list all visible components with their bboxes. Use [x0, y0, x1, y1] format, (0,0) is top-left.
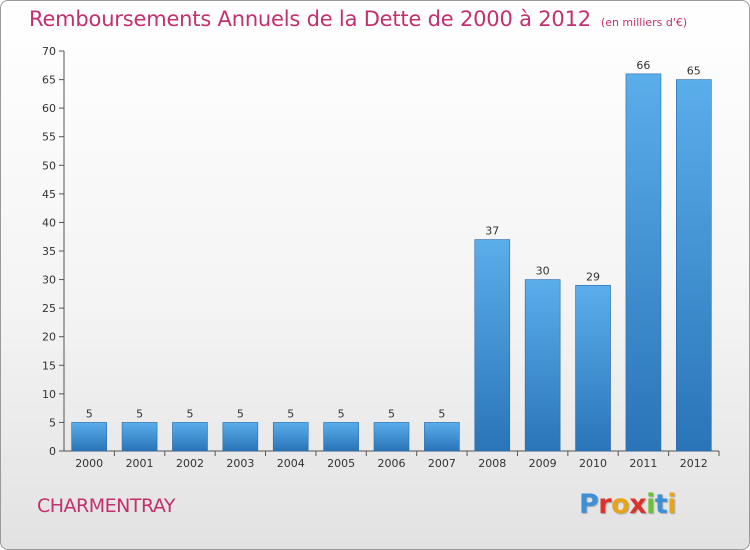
value-label: 5: [438, 407, 445, 420]
bar: [172, 422, 208, 452]
logo-letter: x: [629, 489, 647, 520]
value-label: 37: [485, 225, 499, 238]
value-label: 5: [287, 407, 294, 420]
title-text: Remboursements Annuels de la Dette de 20…: [29, 7, 591, 31]
x-tick-label: 2001: [126, 457, 154, 470]
chart-subtitle: (en milliers d'€): [600, 16, 688, 29]
value-label: 5: [86, 407, 93, 420]
y-tick-label: 55: [42, 131, 56, 144]
y-tick-label: 30: [42, 274, 56, 287]
x-tick-label: 2003: [226, 457, 254, 470]
y-tick-label: 5: [49, 416, 56, 429]
value-label: 5: [186, 407, 193, 420]
value-label: 5: [338, 407, 345, 420]
bar: [474, 239, 511, 452]
value-label: 5: [388, 407, 395, 420]
x-tick-label: 2002: [176, 457, 204, 470]
x-tick-label: 2009: [529, 457, 557, 470]
y-tick-label: 65: [42, 74, 56, 87]
value-label: 30: [536, 265, 550, 278]
proxiti-logo[interactable]: Proxiti: [579, 489, 677, 520]
y-tick-label: 50: [42, 159, 56, 172]
y-tick-label: 35: [42, 245, 56, 258]
logo-letter: i: [667, 489, 677, 520]
bar: [272, 422, 309, 452]
logo-letter: t: [654, 489, 668, 520]
value-label: 5: [237, 407, 244, 420]
logo-letter: r: [598, 489, 612, 520]
value-label: 5: [136, 407, 143, 420]
logo-letter: P: [579, 489, 599, 520]
bars: [71, 73, 712, 452]
y-tick-label: 0: [49, 445, 56, 458]
bar: [323, 422, 359, 452]
value-label: 29: [586, 270, 600, 283]
value-label: 66: [636, 59, 650, 72]
x-tick-label: 2006: [378, 457, 406, 470]
logo-letter: o: [611, 489, 630, 520]
bar: [625, 73, 662, 452]
bar: [121, 422, 158, 452]
x-tick-label: 2005: [327, 457, 355, 470]
bar: [373, 422, 410, 452]
x-tick-label: 2012: [680, 457, 708, 470]
x-tick-label: 2007: [428, 457, 456, 470]
bar: [676, 79, 712, 452]
bar: [575, 284, 611, 452]
y-tick-label: 25: [42, 302, 56, 315]
y-tick-label: 10: [42, 388, 56, 401]
labels: 5 2000 5 2001 5 2002 5 2003 5 2004 5 2005 5 2006 5 2007…: [75, 59, 708, 470]
y-tick-label: 45: [42, 188, 56, 201]
y-tick-label: 70: [42, 45, 56, 58]
x-tick-label: 2008: [478, 457, 506, 470]
y-tick-label: 40: [42, 216, 56, 229]
y-tick-label: 20: [42, 331, 56, 344]
bar: [222, 422, 259, 452]
bar: [524, 279, 561, 452]
chart-title: Remboursements Annuels de la Dette de 20…: [29, 7, 687, 31]
x-tick-label: 2000: [75, 457, 103, 470]
logo-letter: i: [646, 489, 655, 520]
value-label: 65: [687, 65, 701, 78]
bar: [71, 422, 107, 452]
x-tick-label: 2004: [277, 457, 305, 470]
commune-name: CHARMENTRAY: [37, 495, 176, 517]
bar: [424, 422, 460, 452]
x-tick-label: 2010: [579, 457, 607, 470]
y-tick-label: 15: [42, 359, 56, 372]
x-tick-label: 2011: [629, 457, 657, 470]
y-tick-label: 60: [42, 102, 56, 115]
